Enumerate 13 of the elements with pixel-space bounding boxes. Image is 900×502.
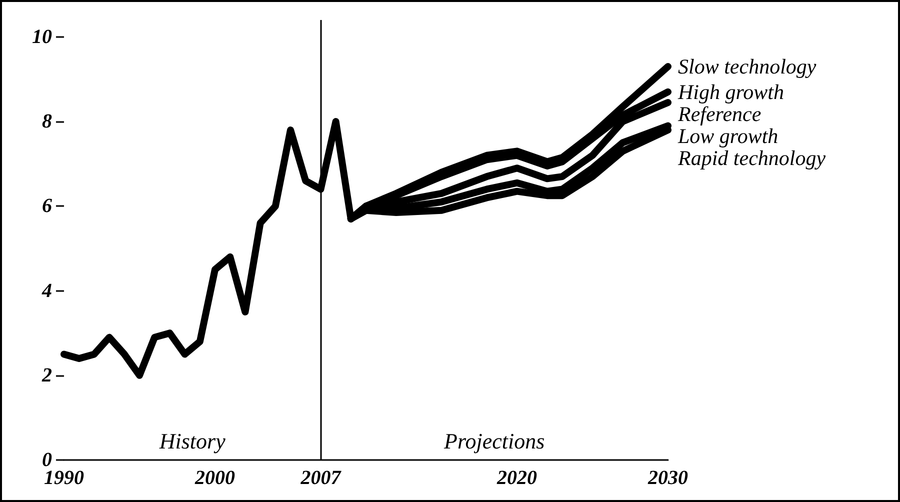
x-tick-label: 2000 [194,467,235,489]
y-tick-label: 2 [41,364,52,386]
x-tick-label: 2020 [496,467,537,489]
series-label: Slow technology [678,54,817,79]
x-tick-label: 2007 [300,467,342,489]
y-tick-label: 10 [32,26,52,48]
y-tick-label: 4 [41,280,52,302]
x-tick-label: 2030 [647,467,688,489]
annotation: History [158,428,226,454]
annotation: Projections [443,428,545,454]
series-label: High growth [677,80,784,104]
y-tick-label: 6 [42,195,52,218]
y-tick-label: 8 [42,110,52,133]
